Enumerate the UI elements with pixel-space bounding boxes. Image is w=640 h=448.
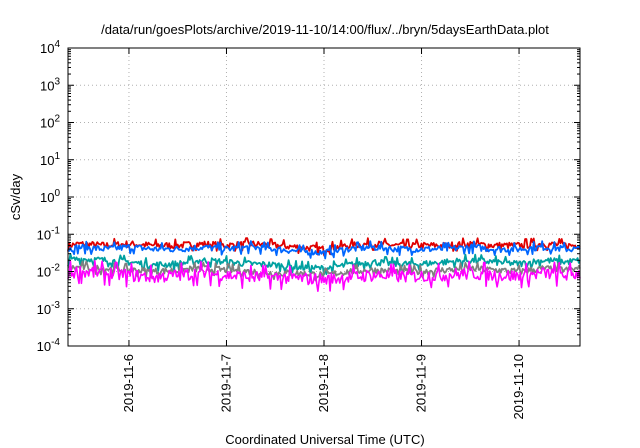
grid [68, 48, 580, 346]
x-tick-label: 2019-11-6 [121, 354, 136, 412]
y-tick-label: 10-4 [37, 337, 61, 354]
x-tick-label: 2019-11-9 [414, 354, 429, 412]
chart-title: /data/run/goesPlots/archive/2019-11-10/1… [101, 22, 549, 37]
y-axis-label: cSv/day [8, 173, 23, 220]
y-tick-label: 101 [40, 151, 60, 168]
x-tick-label: 2019-11-10 [511, 354, 526, 420]
series-line [67, 240, 581, 260]
y-tick-label: 10-1 [37, 225, 61, 242]
y-tick-label: 10-3 [37, 300, 61, 317]
y-tick-label: 100 [40, 188, 60, 205]
series-line [67, 260, 581, 292]
y-tick-label: 102 [40, 114, 60, 131]
x-tick-label: 2019-11-8 [316, 354, 331, 412]
y-axis: 10-4 10-3 10-2 10-1 100 101 102 103 104 [37, 39, 580, 354]
series-layer [67, 237, 581, 292]
y-tick-label: 10-2 [37, 263, 61, 280]
x-tick-label: 2019-11-7 [218, 354, 233, 412]
y-tick-label: 104 [40, 39, 60, 56]
x-axis: 2019-11-6 2019-11-7 2019-11-8 2019-11-9 2019… [121, 48, 526, 420]
y-tick-label: 103 [40, 76, 60, 93]
x-axis-label: Coordinated Universal Time (UTC) [225, 432, 424, 447]
